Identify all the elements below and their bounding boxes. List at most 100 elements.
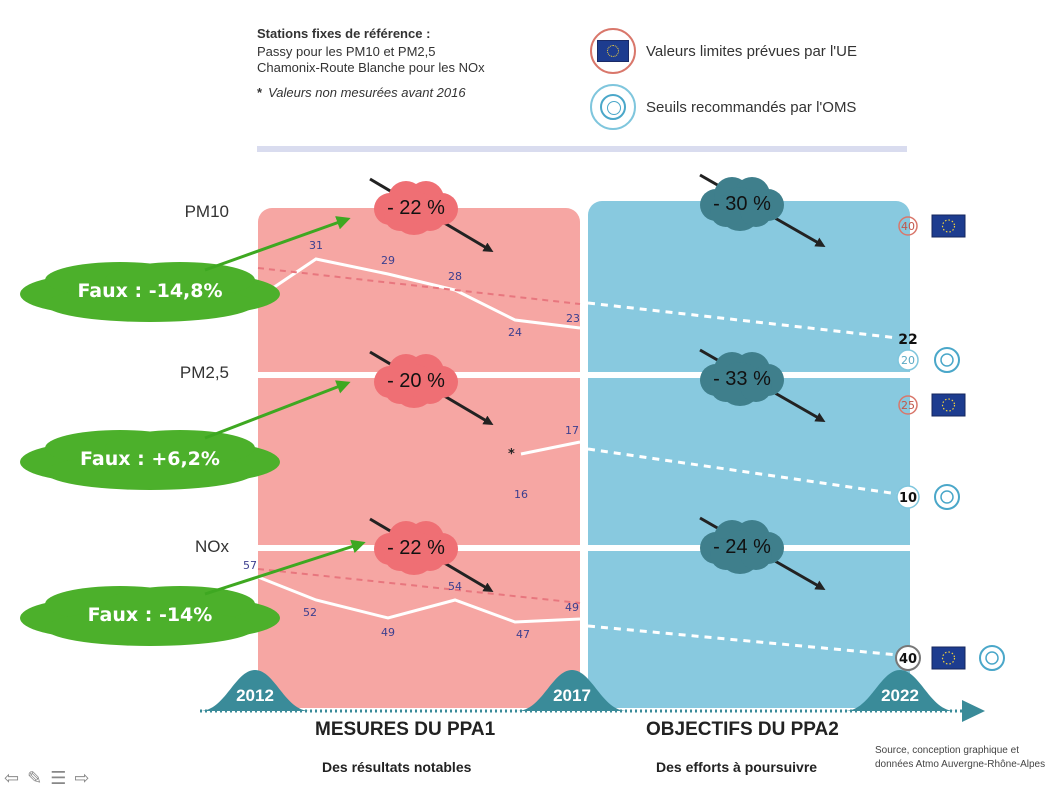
annotation-arrow-0	[204, 216, 351, 272]
source-note: Source, conception graphique et données …	[875, 744, 1055, 772]
value-label-1-0: 16	[514, 488, 528, 501]
measured-line-0	[257, 257, 581, 330]
eu-flag-icon	[597, 40, 629, 62]
value-label-2-2: 49	[381, 626, 395, 639]
thresholds-legend: Valeurs limites prévues par l'UE Seuils …	[590, 26, 857, 132]
eu-stars-icon-1	[941, 398, 956, 412]
ppa2-reduction-cloud-2-label: - 24 %	[713, 536, 771, 558]
annotation-0: Faux : -14,8%	[20, 262, 280, 322]
eu-flag-icon-0	[931, 214, 966, 238]
who-globe-icon-2	[985, 651, 999, 665]
eu-limit-badge-2	[895, 645, 921, 671]
target-2022-1: 10	[899, 491, 917, 506]
who-emblem-icon	[600, 94, 626, 120]
oms-legend-row: Seuils recommandés par l'OMS	[590, 82, 857, 132]
eu-stars-icon-0	[941, 219, 956, 233]
year-bump-2017	[517, 670, 627, 711]
who-emblem-icon-1	[934, 484, 960, 510]
value-label-0-1: 31	[309, 239, 323, 252]
ppa1-reduction-cloud-2-puff-5	[384, 539, 416, 571]
annotation-puff-0-5	[45, 286, 255, 322]
ppa2-reduction-cloud-2-puff-5	[710, 538, 742, 570]
pen-icon[interactable]: ✎	[27, 768, 43, 789]
who-badge-0	[897, 349, 919, 371]
stations-title: Stations fixes de référence :	[257, 26, 431, 41]
ppa1-reduction-cloud-2: - 22 %	[374, 521, 458, 575]
oms-legend-label: Seuils recommandés par l'OMS	[646, 98, 857, 116]
ppa1-reduction-cloud-1-puff-5	[384, 372, 416, 404]
timeline-arrowhead	[962, 700, 985, 722]
year-label-2012: 2012	[236, 686, 274, 705]
who-globe-icon-1	[940, 490, 954, 504]
eu-limit-value-0: 40	[901, 220, 915, 233]
ppa2-reduction-cloud-2: - 24 %	[700, 520, 784, 574]
stations-line-nox: Chamonix-Route Blanche pour les NOx	[257, 60, 485, 75]
prev-arrow-icon[interactable]: ⇦	[4, 768, 20, 789]
ppa2-reduction-cloud-1-label: - 33 %	[713, 368, 771, 390]
annotation-text-1: Faux : +6,2%	[80, 448, 220, 470]
ppa2-reduction-cloud-0-label: - 30 %	[713, 193, 771, 215]
ppa1-subtitle: Des résultats notables	[322, 759, 472, 775]
annotation-puff-2-5	[45, 610, 255, 646]
value-label-2-1: 52	[303, 606, 317, 619]
ppa2-subtitle: Des efforts à poursuivre	[656, 759, 818, 775]
stations-line-pm: Passy pour les PM10 et PM2,5	[257, 44, 436, 59]
not-measured-mark: *	[508, 447, 515, 462]
who-emblem-icon-0	[934, 347, 960, 373]
source-line-1: Source, conception graphique et	[875, 745, 1019, 756]
ppa2-reduction-cloud-2-puff-6	[740, 538, 772, 570]
ppa2-reduction-cloud-0-puff-5	[710, 195, 742, 227]
pollutant-label-1: PM2,5	[180, 363, 229, 382]
annotation-text-0: Faux : -14,8%	[77, 280, 222, 302]
target-2022-2: 40	[899, 652, 917, 667]
menu-icon[interactable]: ☰	[50, 768, 67, 789]
source-line-2: données Atmo Auvergne-Rhône-Alpes	[875, 759, 1046, 770]
value-label-2-0: 57	[243, 559, 257, 572]
ppa1-reduction-cloud-1-puff-6	[414, 372, 446, 404]
footnote-mark: *	[257, 85, 263, 100]
oms-badge	[590, 84, 636, 130]
annotation-arrow-1	[204, 380, 351, 440]
eu-legend-row: Valeurs limites prévues par l'UE	[590, 26, 857, 76]
target-2022-0: 22	[898, 332, 917, 348]
value-label-0-5: 23	[566, 312, 580, 325]
value-label-0-2: 29	[381, 254, 395, 267]
pollutant-label-0: PM10	[185, 202, 229, 221]
ppa1-reduction-cloud-0: - 22 %	[374, 181, 458, 235]
who-badge-1	[896, 485, 920, 509]
header-divider	[257, 146, 907, 152]
ppa2-reduction-cloud-1-puff-6	[740, 370, 772, 402]
stations-legend: Stations fixes de référence : Passy pour…	[257, 26, 485, 100]
annotation-puff-1-5	[45, 454, 255, 490]
eu-limit-value-1: 25	[901, 399, 915, 412]
ppa1-reduction-cloud-0-label: - 22 %	[387, 197, 445, 219]
measured-line-2	[257, 575, 581, 624]
next-arrow-icon[interactable]: ⇨	[74, 768, 90, 789]
value-label-1-1: 17	[565, 424, 579, 437]
annotation-1: Faux : +6,2%	[20, 430, 280, 490]
footnote: * Valeurs non mesurées avant 2016	[257, 85, 485, 100]
eu-legend-label: Valeurs limites prévues par l'UE	[646, 42, 857, 60]
year-bump-2012	[200, 670, 310, 711]
eu-flag-icon-1	[931, 393, 966, 417]
annotation-2: Faux : -14%	[20, 586, 280, 646]
ppa2-reduction-cloud-1-puff-5	[710, 370, 742, 402]
value-label-0-4: 24	[508, 326, 522, 339]
value-label-2-3: 54	[448, 580, 462, 593]
ppa2-target-line-1	[587, 447, 899, 496]
ppa1-panel	[258, 208, 580, 708]
year-bump-2022	[845, 670, 955, 711]
ppa2-title: OBJECTIFS DU PPA2	[646, 719, 839, 740]
ppa1-reduction-cloud-2-label: - 22 %	[387, 537, 445, 559]
who-globe-icon-0	[940, 353, 954, 367]
eu-stars-icon-2	[941, 651, 956, 665]
ppa1-reduction-cloud-0-puff-6	[414, 199, 446, 231]
ppa2-reduction-cloud-0-puff-6	[740, 195, 772, 227]
value-label-0-3: 28	[448, 270, 462, 283]
who-emblem-icon-2	[979, 645, 1005, 671]
slide-nav: ⇦ ✎ ☰ ⇨	[4, 768, 89, 789]
ppa1-trend-2	[257, 568, 581, 604]
ppa1-reduction-cloud-1: - 20 %	[374, 354, 458, 408]
